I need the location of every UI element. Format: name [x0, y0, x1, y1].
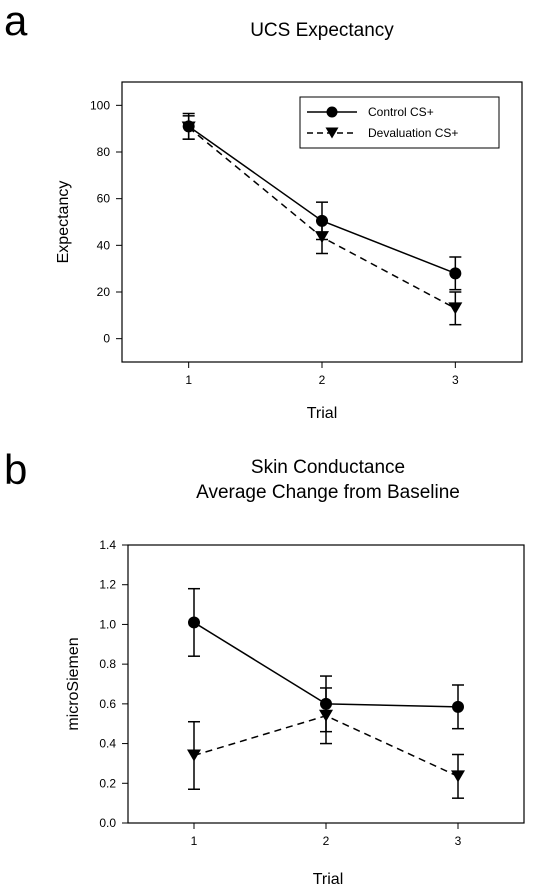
x-tick-label-b: 3: [455, 834, 462, 848]
y-axis-label-b: microSiemen: [65, 637, 82, 730]
x-axis-label-b: Trial: [313, 871, 344, 888]
legend-marker-devaluation: [325, 127, 339, 139]
data-point-triangle-b: [451, 770, 465, 783]
chart-title-b-line1: Skin Conductance: [251, 457, 405, 478]
y-tick-label-b: 1.4: [99, 538, 116, 552]
ticks-b: 0.0 0.2 0.4 0.6 0.8 1.0 1.2 1.4 1 2 3: [99, 538, 461, 848]
y-axis-label-a: Expectancy: [55, 181, 72, 264]
legend-a: Control CS+ Devaluation CS+: [299, 96, 500, 149]
data-point-triangle-a: [315, 231, 329, 244]
y-tick-label-a: 20: [97, 285, 111, 299]
y-tick-label-b: 0.4: [99, 737, 116, 751]
chart-title-b-line2: Average Change from Baseline: [196, 482, 460, 503]
series-b: [187, 587, 465, 799]
ticks-a: 0 20 40 60 80 100 1 2 3: [90, 98, 459, 387]
y-tick-label-a: 80: [97, 145, 111, 159]
y-tick-label-a: 60: [97, 192, 111, 206]
x-tick-label-b: 2: [323, 834, 330, 848]
x-axis-label-a: Trial: [307, 405, 338, 422]
legend-label-control: Control CS+: [368, 105, 434, 119]
legend-marker-control: [326, 106, 338, 118]
y-tick-label-b: 1.2: [99, 578, 116, 592]
y-tick-label-b: 0.6: [99, 697, 116, 711]
x-tick-label-b: 1: [191, 834, 198, 848]
legend-box: [299, 96, 500, 149]
chart-title-a: UCS Expectancy: [250, 20, 394, 41]
series-a: [181, 112, 463, 326]
panel-letter-b: b: [4, 446, 27, 493]
data-point-circle-b: [188, 616, 200, 629]
legend-label-devaluation: Devaluation CS+: [368, 126, 458, 140]
y-tick-label-b: 0.2: [99, 776, 116, 790]
data-point-circle-a: [449, 267, 462, 280]
y-tick-label-a: 100: [90, 98, 110, 112]
panel-b: b Skin Conductance Average Change from B…: [4, 446, 525, 888]
y-tick-label-a: 0: [103, 332, 110, 346]
y-tick-label-b: 0.8: [99, 657, 116, 671]
x-tick-label-a: 3: [452, 373, 459, 387]
y-tick-label-a: 40: [97, 238, 111, 252]
data-point-triangle-a: [181, 121, 196, 134]
panel-letter-a: a: [4, 0, 28, 44]
y-tick-label-b: 1.0: [99, 617, 116, 631]
data-point-circle-b: [452, 700, 464, 713]
data-point-triangle-a: [448, 302, 463, 315]
x-tick-label-a: 2: [319, 373, 326, 387]
y-tick-label-b: 0.0: [99, 816, 116, 830]
panel-a: a UCS Expectancy Trial Expectancy 0 20 40 6…: [4, 0, 523, 422]
data-point-triangle-b: [319, 709, 333, 722]
x-tick-label-a: 1: [185, 373, 192, 387]
data-point-triangle-b: [187, 749, 201, 762]
